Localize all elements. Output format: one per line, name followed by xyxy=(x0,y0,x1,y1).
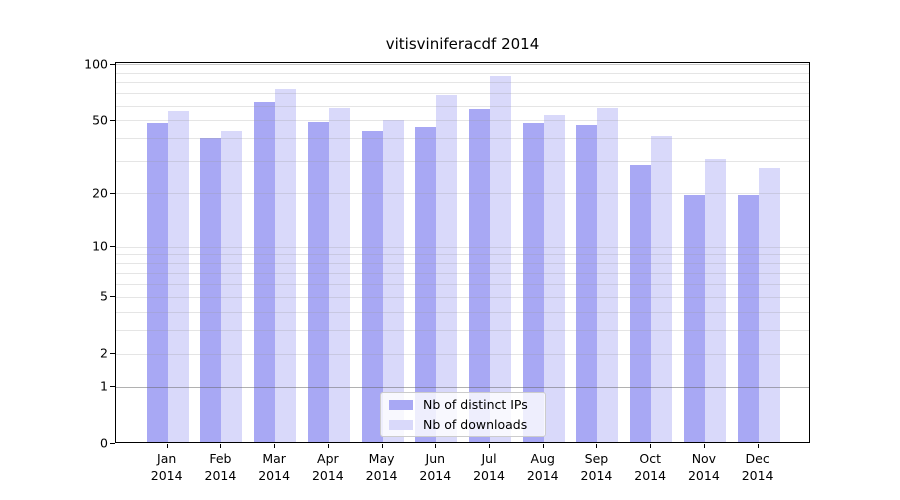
x-tick-label-nov: Nov 2014 xyxy=(687,451,720,483)
bar-nb-of-downloads-apr xyxy=(328,107,350,442)
gridline-7 xyxy=(116,272,809,274)
gridline-20 xyxy=(116,193,809,195)
legend-label-downloads: Nb of downloads xyxy=(423,417,528,432)
x-tick-mark-oct xyxy=(650,444,652,448)
x-tick-label-mar: Mar 2014 xyxy=(258,451,291,483)
bar-nb-of-downloads-dec xyxy=(758,167,780,442)
x-tick-mark-may xyxy=(381,444,383,448)
x-tick-mark-sep xyxy=(596,444,598,448)
legend-item-downloads: Nb of downloads xyxy=(389,417,537,432)
x-tick-label-feb: Feb 2014 xyxy=(204,451,237,483)
gridline-10 xyxy=(116,246,809,248)
y-tick-mark-20 xyxy=(110,192,115,194)
y-tick-mark-2 xyxy=(110,353,115,355)
bar-nb-of-downloads-jan xyxy=(167,110,189,442)
bar-nb-of-distinct-ips-jan xyxy=(146,123,168,442)
gridline-5 xyxy=(116,296,809,298)
x-tick-mark-dec xyxy=(757,444,759,448)
x-tick-mark-jun xyxy=(435,444,437,448)
x-tick-mark-apr xyxy=(327,444,329,448)
x-tick-mark-feb xyxy=(220,444,222,448)
chart-title: vitisviniferacdf 2014 xyxy=(385,35,540,53)
x-tick-label-oct: Oct 2014 xyxy=(634,451,667,483)
legend-label-distinct-ips: Nb of distinct IPs xyxy=(423,397,528,412)
y-tick-mark-1 xyxy=(110,386,115,388)
y-tick-label-100: 100 xyxy=(84,56,108,72)
y-tick-mark-0 xyxy=(110,442,115,444)
bar-nb-of-downloads-jun xyxy=(436,94,458,442)
y-tick-mark-50 xyxy=(110,119,115,121)
x-tick-label-may: May 2014 xyxy=(365,451,398,483)
bar-nb-of-distinct-ips-jul xyxy=(469,109,491,442)
bar-nb-of-downloads-mar xyxy=(275,88,297,442)
gridline-50 xyxy=(116,120,809,122)
bar-nb-of-downloads-may xyxy=(382,120,404,442)
y-tick-mark-5 xyxy=(110,296,115,298)
bar-nb-of-distinct-ips-oct xyxy=(630,164,652,442)
y-tick-label-10: 10 xyxy=(92,238,108,254)
gridline-30 xyxy=(116,161,809,163)
gridline-100 xyxy=(116,64,809,66)
bar-nb-of-downloads-jul xyxy=(490,76,512,442)
x-tick-label-jun: Jun 2014 xyxy=(419,451,452,483)
gridline-2 xyxy=(116,353,809,355)
y-tick-label-20: 20 xyxy=(92,185,108,201)
y-tick-mark-10 xyxy=(110,246,115,248)
bar-nb-of-distinct-ips-nov xyxy=(683,195,705,442)
bar-nb-of-distinct-ips-mar xyxy=(254,102,276,442)
gridline-80 xyxy=(116,82,809,84)
y-tick-label-2: 2 xyxy=(100,345,108,361)
bar-nb-of-downloads-feb xyxy=(221,130,243,442)
bar-nb-of-downloads-nov xyxy=(704,159,726,442)
bar-nb-of-distinct-ips-apr xyxy=(307,121,329,442)
bar-nb-of-distinct-ips-dec xyxy=(737,195,759,442)
x-tick-label-aug: Aug 2014 xyxy=(526,451,559,483)
gridline-4 xyxy=(116,311,809,313)
gridline-6 xyxy=(116,283,809,285)
gridline-1 xyxy=(116,386,809,388)
bar-nb-of-distinct-ips-may xyxy=(361,130,383,442)
gridline-60 xyxy=(116,105,809,107)
gridline-70 xyxy=(116,93,809,95)
x-tick-label-sep: Sep 2014 xyxy=(580,451,613,483)
gridline-3 xyxy=(116,329,809,331)
gridline-8 xyxy=(116,263,809,265)
x-tick-mark-nov xyxy=(703,444,705,448)
bar-nb-of-distinct-ips-jun xyxy=(415,126,437,442)
x-tick-mark-jan xyxy=(166,444,168,448)
y-tick-label-5: 5 xyxy=(100,288,108,304)
x-tick-label-dec: Dec 2014 xyxy=(741,451,774,483)
bar-nb-of-downloads-sep xyxy=(597,107,619,442)
gridline-90 xyxy=(116,72,809,74)
x-tick-label-jan: Jan 2014 xyxy=(150,451,183,483)
bar-nb-of-downloads-oct xyxy=(651,136,673,442)
bar-nb-of-distinct-ips-aug xyxy=(522,123,544,442)
legend-item-distinct-ips: Nb of distinct IPs xyxy=(389,397,537,412)
plot-area: Nb of distinct IPs Nb of downloads xyxy=(115,62,810,443)
y-tick-mark-100 xyxy=(110,63,115,65)
x-tick-mark-mar xyxy=(274,444,276,448)
bar-nb-of-downloads-aug xyxy=(543,115,565,442)
x-tick-label-jul: Jul 2014 xyxy=(473,451,505,483)
y-tick-label-0: 0 xyxy=(100,435,108,450)
y-tick-label-50: 50 xyxy=(92,112,108,128)
bar-nb-of-distinct-ips-feb xyxy=(200,138,222,442)
bar-nb-of-distinct-ips-sep xyxy=(576,125,598,442)
chart-legend: Nb of distinct IPs Nb of downloads xyxy=(380,392,546,437)
gridline-40 xyxy=(116,138,809,140)
y-tick-label-1: 1 xyxy=(100,378,108,394)
x-tick-mark-jul xyxy=(489,444,491,448)
legend-swatch-downloads-icon xyxy=(389,419,413,430)
x-tick-label-apr: Apr 2014 xyxy=(311,451,344,483)
legend-swatch-distinct-ips-icon xyxy=(389,399,413,410)
x-tick-mark-aug xyxy=(542,444,544,448)
gridline-9 xyxy=(116,254,809,256)
